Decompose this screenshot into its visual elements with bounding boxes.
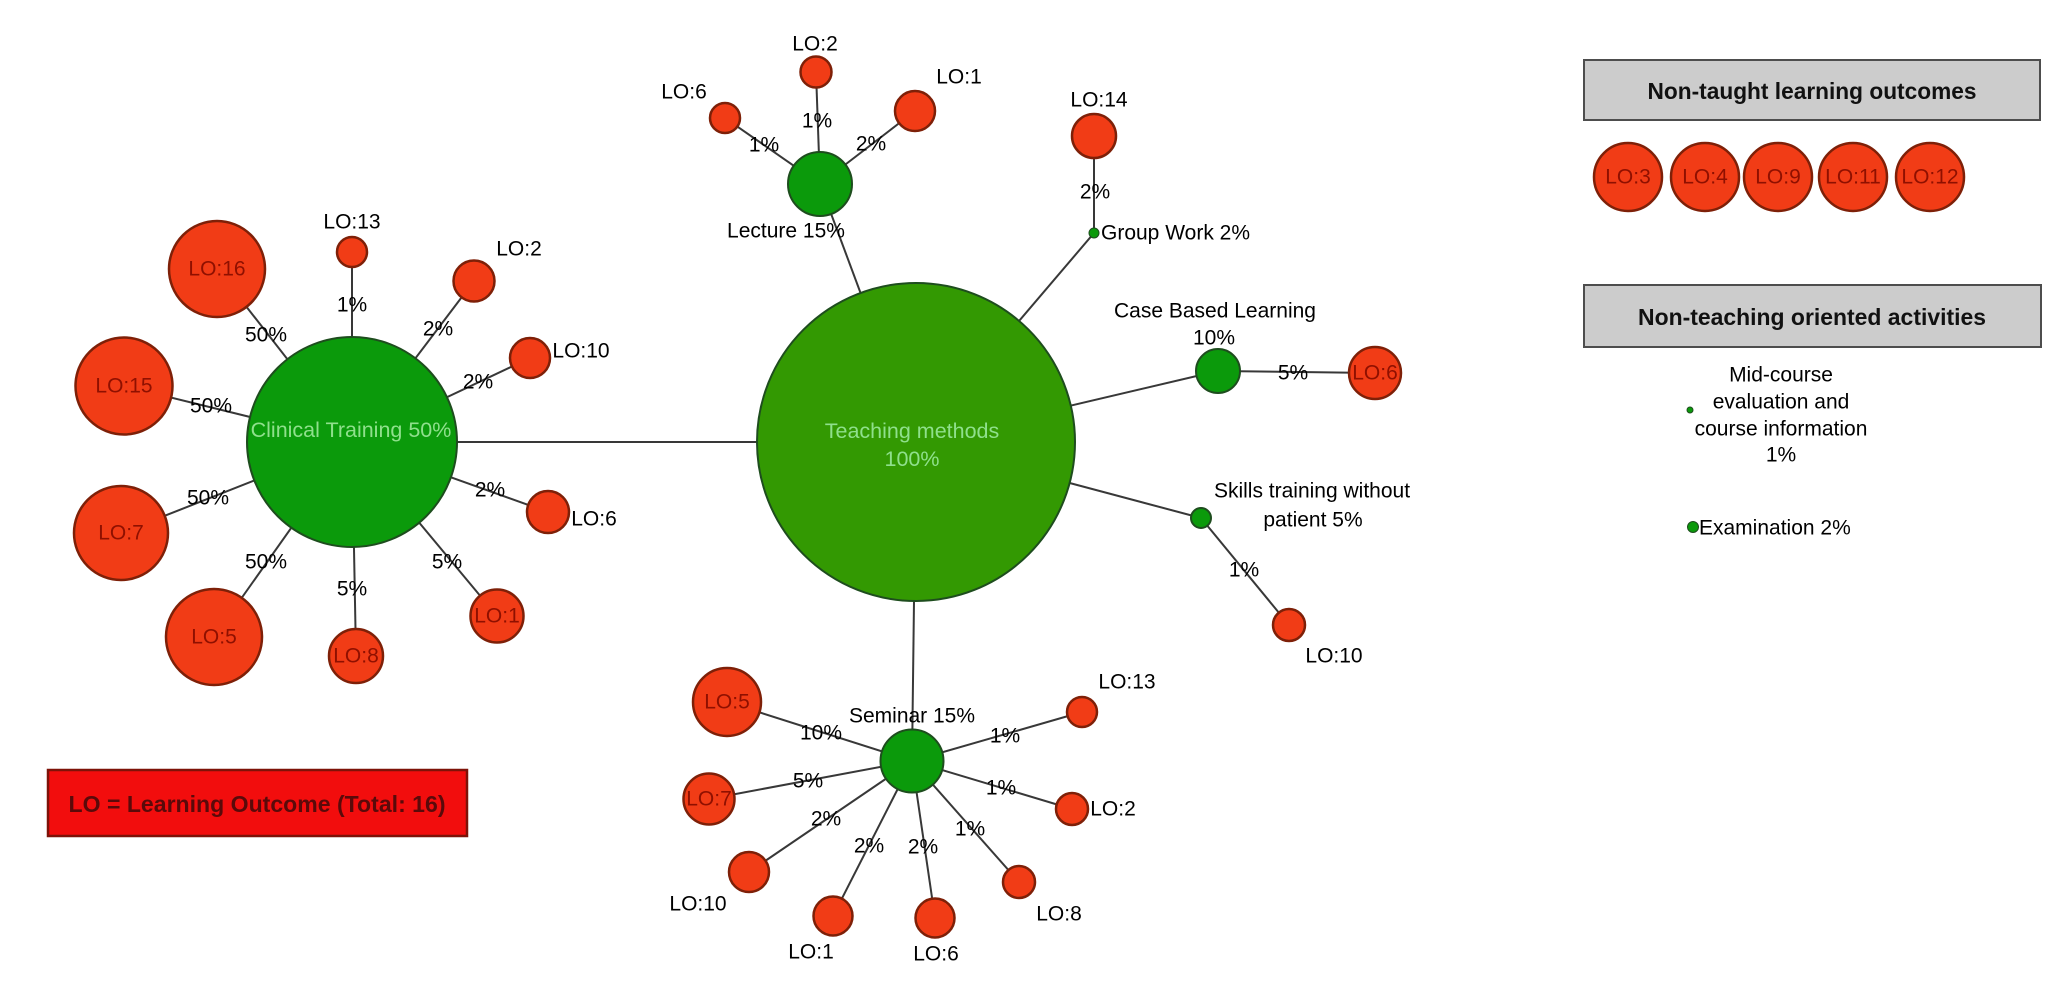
- svg-text:50%: 50%: [245, 551, 287, 574]
- svg-text:LO:2: LO:2: [792, 33, 838, 56]
- svg-text:Clinical Training 50%: Clinical Training 50%: [251, 418, 452, 442]
- svg-text:LO:7: LO:7: [98, 522, 144, 545]
- svg-text:5%: 5%: [793, 770, 823, 793]
- svg-text:Lecture 15%: Lecture 15%: [727, 220, 845, 243]
- svg-text:LO:6: LO:6: [571, 508, 617, 531]
- svg-text:2%: 2%: [1080, 181, 1110, 204]
- svg-text:Case Based Learning: Case Based Learning: [1114, 300, 1316, 323]
- svg-text:LO:11: LO:11: [1825, 166, 1881, 189]
- svg-text:2%: 2%: [854, 835, 884, 858]
- svg-text:LO = Learning Outcome (Total:: LO = Learning Outcome (Total: 16): [69, 791, 446, 817]
- svg-text:LO:3: LO:3: [1605, 166, 1651, 189]
- svg-text:Non-teaching oriented activiti: Non-teaching oriented activities: [1638, 304, 1986, 330]
- svg-text:5%: 5%: [432, 551, 462, 574]
- svg-text:1%: 1%: [802, 110, 832, 133]
- svg-text:LO:1: LO:1: [936, 66, 982, 89]
- svg-text:10%: 10%: [800, 722, 842, 745]
- svg-text:LO:2: LO:2: [1090, 798, 1136, 821]
- svg-text:2%: 2%: [908, 836, 938, 859]
- svg-text:LO:13: LO:13: [323, 211, 380, 234]
- svg-text:1%: 1%: [1766, 444, 1796, 467]
- svg-text:LO:6: LO:6: [913, 943, 959, 966]
- svg-text:Teaching methods: Teaching methods: [825, 419, 1000, 443]
- svg-text:LO:5: LO:5: [191, 626, 237, 649]
- svg-text:Mid-course: Mid-course: [1729, 364, 1833, 387]
- svg-text:LO:6: LO:6: [661, 81, 707, 104]
- svg-text:50%: 50%: [190, 395, 232, 418]
- svg-text:LO:16: LO:16: [188, 258, 245, 281]
- svg-text:1%: 1%: [337, 294, 367, 317]
- svg-text:LO:10: LO:10: [552, 340, 609, 363]
- svg-text:LO:14: LO:14: [1070, 89, 1128, 112]
- svg-text:LO:7: LO:7: [686, 788, 732, 811]
- svg-text:LO:10: LO:10: [1305, 645, 1362, 668]
- svg-text:LO:13: LO:13: [1098, 671, 1155, 694]
- svg-text:10%: 10%: [1193, 327, 1235, 350]
- svg-text:2%: 2%: [811, 808, 841, 831]
- svg-text:LO:15: LO:15: [95, 375, 152, 398]
- svg-text:1%: 1%: [990, 725, 1020, 748]
- svg-text:50%: 50%: [245, 324, 287, 347]
- svg-text:LO:8: LO:8: [1036, 903, 1082, 926]
- svg-text:Skills training without: Skills training without: [1214, 480, 1410, 503]
- svg-text:LO:8: LO:8: [333, 645, 379, 668]
- svg-text:LO:1: LO:1: [474, 605, 520, 628]
- svg-text:2%: 2%: [423, 318, 453, 341]
- svg-text:Group Work 2%: Group Work 2%: [1101, 222, 1250, 245]
- svg-text:1%: 1%: [1229, 559, 1259, 582]
- svg-text:Examination 2%: Examination 2%: [1699, 517, 1851, 540]
- svg-text:LO:6: LO:6: [1352, 362, 1398, 385]
- svg-text:100%: 100%: [885, 447, 940, 471]
- svg-text:LO:4: LO:4: [1682, 166, 1728, 189]
- svg-text:2%: 2%: [463, 371, 493, 394]
- svg-text:2%: 2%: [856, 133, 886, 156]
- svg-text:LO:1: LO:1: [788, 941, 834, 964]
- svg-text:evaluation and: evaluation and: [1713, 391, 1850, 414]
- svg-text:5%: 5%: [337, 578, 367, 601]
- svg-text:LO:12: LO:12: [1901, 166, 1958, 189]
- svg-text:50%: 50%: [187, 487, 229, 510]
- svg-text:LO:2: LO:2: [496, 238, 542, 261]
- svg-text:2%: 2%: [475, 479, 505, 502]
- svg-text:course information: course information: [1695, 418, 1868, 441]
- svg-text:patient 5%: patient 5%: [1263, 509, 1362, 532]
- svg-text:LO:9: LO:9: [1755, 166, 1801, 189]
- svg-text:1%: 1%: [986, 777, 1016, 800]
- svg-text:LO:10: LO:10: [669, 893, 726, 916]
- svg-text:Seminar 15%: Seminar 15%: [849, 705, 975, 728]
- svg-text:LO:5: LO:5: [704, 691, 750, 714]
- svg-text:Non-taught learning outcomes: Non-taught learning outcomes: [1648, 78, 1977, 104]
- svg-text:1%: 1%: [749, 134, 779, 157]
- svg-text:5%: 5%: [1278, 362, 1308, 385]
- svg-text:1%: 1%: [955, 818, 985, 841]
